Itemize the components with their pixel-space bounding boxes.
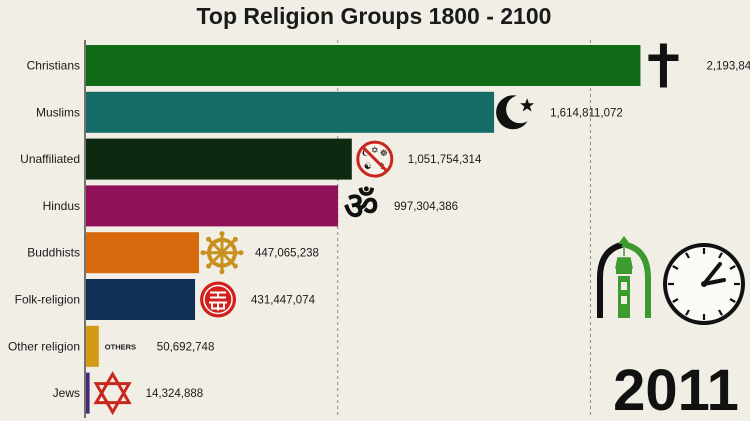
value-label-other-religion: 50,692,748	[157, 341, 215, 353]
unaffiliated-symbols-icon	[356, 140, 394, 178]
category-label-buddhists: Buddhists	[27, 246, 80, 260]
category-label-folk-religion: Folk-religion	[15, 293, 80, 307]
value-label-hindus: 997,304,386	[394, 201, 458, 213]
dharma-wheel-icon	[198, 229, 246, 277]
bars-group: Christians 2,193,840,384 Muslims 1,614,811,…	[8, 43, 750, 414]
category-label-muslims: Muslims	[36, 105, 80, 119]
star-and-crescent-icon	[496, 95, 535, 130]
value-label-unaffiliated: 1,051,754,314	[408, 154, 482, 166]
category-label-hindus: Hindus	[43, 199, 80, 213]
value-label-jews: 14,324,888	[146, 388, 204, 400]
chart-title: Top Religion Groups 1800 - 2100	[197, 3, 552, 29]
clock-icon	[663, 243, 745, 325]
category-label-jews: Jews	[53, 386, 80, 400]
folk-religion-icon	[199, 280, 238, 319]
bar-muslims	[86, 91, 495, 133]
latin-cross-icon	[648, 43, 679, 88]
mosque-logo-icon	[597, 236, 651, 318]
star-of-david-icon	[94, 372, 131, 414]
category-label-christians: Christians	[27, 59, 80, 73]
bar-other-religion	[86, 325, 99, 367]
bar-unaffiliated	[86, 138, 352, 180]
bar-hindus	[86, 185, 339, 227]
bar-jews	[86, 372, 90, 414]
others-badge: OTHERS	[105, 342, 136, 351]
value-label-buddhists: 447,065,238	[255, 248, 319, 260]
category-label-unaffiliated: Unaffiliated	[20, 152, 80, 166]
value-label-christians: 2,193,840,384	[706, 61, 750, 73]
om-icon	[343, 183, 379, 228]
bar-buddhists	[86, 232, 199, 274]
value-label-folk-religion: 431,447,074	[251, 295, 316, 307]
year-label: 2011	[613, 358, 739, 421]
bar-folk-religion	[86, 279, 196, 320]
bar-christians	[86, 45, 641, 86]
category-label-other-religion: Other religion	[8, 339, 80, 353]
value-label-muslims: 1,614,811,072	[550, 107, 623, 119]
